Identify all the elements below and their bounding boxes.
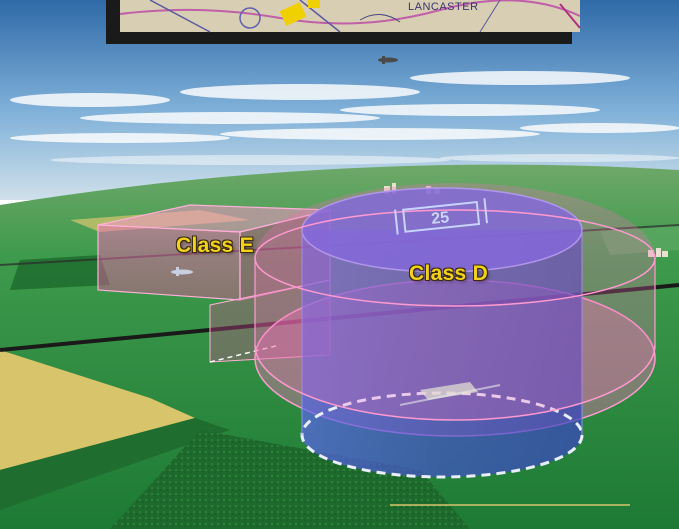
aircraft-icon xyxy=(171,267,193,276)
airport-ground xyxy=(399,382,501,406)
map-town-label: LANCASTER xyxy=(408,1,479,13)
class-e-extension-box xyxy=(97,204,331,363)
runway-number: 25 xyxy=(431,209,451,228)
class-e-label: Class E xyxy=(176,234,254,257)
clouds xyxy=(10,71,679,165)
field-textured xyxy=(110,430,470,529)
class-d-cylinder xyxy=(300,187,584,479)
field-dark-left xyxy=(0,418,230,510)
class-e-upper-ring xyxy=(254,183,656,421)
runway-icon xyxy=(394,198,488,235)
field-yellow-left xyxy=(0,350,195,470)
class-d-label: Class D xyxy=(409,262,489,285)
aircraft-icon xyxy=(378,56,398,64)
sectional-map-inset xyxy=(106,0,581,44)
